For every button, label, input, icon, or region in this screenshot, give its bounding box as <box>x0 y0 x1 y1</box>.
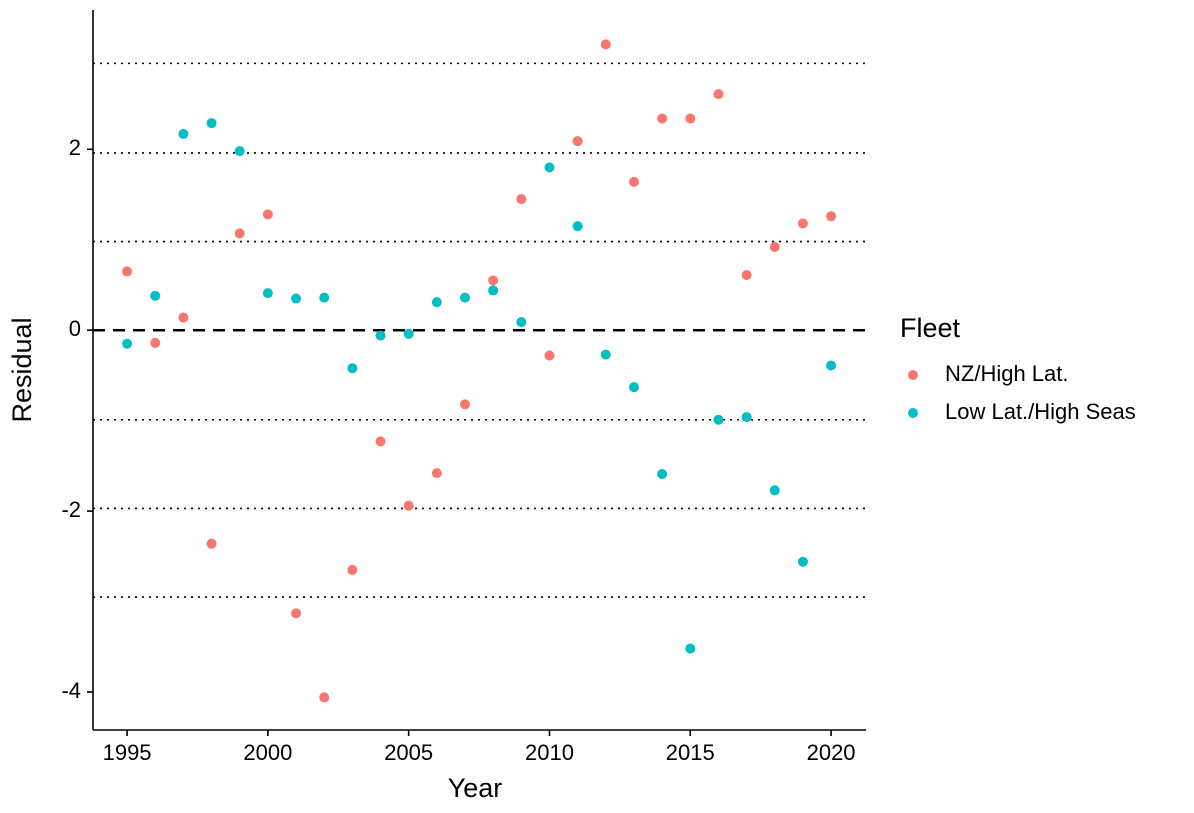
point <box>685 643 696 654</box>
point <box>206 538 217 549</box>
x-tick-label: 2010 <box>525 740 574 765</box>
point <box>206 118 217 129</box>
point <box>516 317 527 328</box>
point <box>572 136 583 147</box>
point <box>291 608 302 619</box>
x-tick-label: 1995 <box>103 740 152 765</box>
point <box>150 290 161 301</box>
point <box>262 288 273 299</box>
point <box>262 209 273 220</box>
point <box>713 414 724 425</box>
point <box>403 328 414 339</box>
point <box>403 500 414 511</box>
y-tick-label: 0 <box>69 316 81 341</box>
point <box>544 350 555 361</box>
point <box>459 292 470 303</box>
x-tick-label: 2000 <box>243 740 292 765</box>
point <box>375 436 386 447</box>
point <box>319 692 330 703</box>
point <box>713 89 724 100</box>
legend-label: Low Lat./High Seas <box>945 399 1136 424</box>
point <box>769 485 780 496</box>
point <box>431 468 442 479</box>
point <box>347 564 358 575</box>
point <box>347 363 358 374</box>
point <box>769 241 780 252</box>
legend-marker <box>908 408 918 418</box>
legend-title: Fleet <box>900 313 961 343</box>
point <box>178 312 189 323</box>
legend-label: NZ/High Lat. <box>945 361 1069 386</box>
point <box>234 146 245 157</box>
point <box>488 285 499 296</box>
point <box>600 349 611 360</box>
x-axis-title: Year <box>448 773 503 803</box>
point <box>178 128 189 139</box>
point <box>741 270 752 281</box>
y-tick-label: -4 <box>61 678 81 703</box>
point <box>375 330 386 341</box>
x-tick-label: 2020 <box>807 740 856 765</box>
point <box>122 338 133 349</box>
y-axis-title: Residual <box>7 317 37 422</box>
point <box>826 360 837 371</box>
point <box>572 221 583 232</box>
y-tick-label: -2 <box>61 497 81 522</box>
point <box>122 266 133 277</box>
point <box>628 176 639 187</box>
point <box>234 228 245 239</box>
x-tick-label: 2005 <box>384 740 433 765</box>
point <box>459 399 470 410</box>
point <box>488 275 499 286</box>
point <box>741 412 752 423</box>
point <box>291 293 302 304</box>
point <box>150 337 161 348</box>
point <box>797 556 808 567</box>
point <box>657 469 668 480</box>
point <box>544 162 555 173</box>
point <box>628 382 639 393</box>
point <box>685 113 696 124</box>
y-tick-label: 2 <box>69 135 81 160</box>
point <box>797 218 808 229</box>
point <box>431 297 442 308</box>
legend-marker <box>908 370 918 380</box>
point <box>516 194 527 205</box>
x-tick-label: 2015 <box>666 740 715 765</box>
point <box>319 292 330 303</box>
point <box>657 113 668 124</box>
point <box>826 211 837 222</box>
point <box>600 39 611 50</box>
